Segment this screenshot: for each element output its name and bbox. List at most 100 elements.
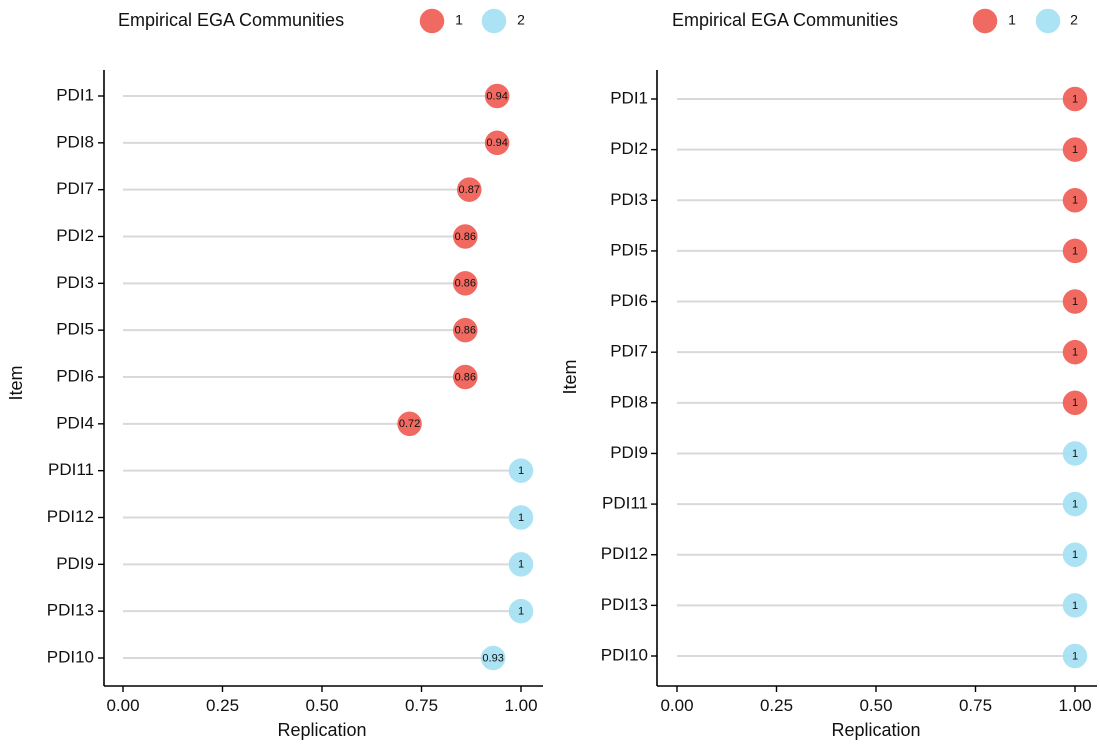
point-label: 1	[518, 465, 524, 477]
lollipop-point	[453, 317, 478, 343]
point-label: 0.94	[486, 137, 507, 149]
y-tick-label: PDI12	[601, 544, 648, 563]
y-tick-label: PDI2	[610, 139, 648, 158]
x-tick-label: 0.50	[305, 696, 338, 715]
point-label: 1	[1072, 397, 1078, 409]
y-tick-label: PDI8	[610, 392, 648, 411]
lollipop-point	[457, 177, 482, 202]
y-axis-title: Item	[6, 365, 26, 400]
y-tick-label: PDI8	[56, 132, 94, 151]
x-tick-label: 0.25	[760, 696, 793, 715]
y-tick-label: PDI13	[47, 601, 94, 620]
point-label: 1	[1072, 195, 1078, 207]
lollipop-point	[453, 364, 478, 390]
point-label: 0.86	[455, 325, 476, 337]
legend-title: Empirical EGA Communities	[118, 10, 344, 30]
legend-label-2: 2	[517, 12, 525, 28]
x-tick-label: 0.50	[859, 696, 892, 715]
y-tick-label: PDI7	[610, 342, 648, 361]
x-tick-label: 1.00	[504, 696, 537, 715]
y-tick-label: PDI3	[56, 273, 94, 292]
point-label: 1	[518, 512, 524, 524]
y-tick-label: PDI10	[601, 645, 648, 664]
lollipop-point	[1062, 188, 1088, 213]
point-label: 0.86	[455, 371, 476, 383]
point-label: 1	[1072, 549, 1078, 561]
point-label: 1	[518, 606, 524, 618]
point-label: 1	[1072, 498, 1078, 510]
lollipop-point	[1062, 643, 1088, 669]
point-label: 0.86	[455, 231, 476, 243]
lollipop-point	[508, 458, 534, 483]
lollipop-point	[1062, 339, 1088, 365]
y-tick-label: PDI6	[56, 366, 94, 385]
legend-title: Empirical EGA Communities	[672, 10, 898, 30]
point-label: 1	[1072, 650, 1078, 662]
lollipop-point	[1062, 593, 1088, 618]
point-label: 1	[518, 559, 524, 571]
point-label: 1	[1072, 347, 1078, 359]
y-tick-label: PDI6	[610, 291, 648, 310]
lollipop-point	[508, 552, 534, 577]
legend-label-2: 2	[1070, 12, 1078, 28]
x-axis-title: Replication	[831, 720, 920, 740]
lollipop-point	[1062, 441, 1088, 466]
legend: Empirical EGA Communities 1 2	[672, 8, 1078, 34]
point-label: 1	[1072, 144, 1078, 156]
point-label: 1	[1072, 600, 1078, 612]
point-label: 1	[1072, 296, 1078, 308]
x-tick-label: 0.75	[959, 696, 992, 715]
y-tick-label: PDI10	[47, 647, 94, 666]
point-label: 0.72	[399, 418, 420, 430]
y-tick-label: PDI5	[610, 240, 648, 259]
chart-panel-2: Empirical EGA Communities 1 2 0.00 0.25 0.50 0…	[560, 8, 1097, 740]
legend-label-1: 1	[1008, 12, 1016, 28]
x-tick-label: 0.00	[660, 696, 693, 715]
lollipop-point	[1062, 289, 1088, 314]
y-tick-label: PDI12	[47, 507, 94, 526]
point-label: 1	[1072, 448, 1078, 460]
lollipop-point	[1062, 238, 1088, 264]
lollipop-point	[508, 505, 534, 530]
point-label: 0.87	[459, 184, 480, 196]
point-label: 1	[1072, 245, 1078, 257]
lollipop-point	[1062, 86, 1088, 112]
lollipop-point	[453, 224, 478, 249]
y-tick-label: PDI4	[56, 413, 94, 432]
point-label: 0.93	[482, 652, 503, 664]
x-tick-label: 1.00	[1058, 696, 1091, 715]
y-tick-label: PDI5	[56, 320, 94, 339]
y-tick-label: PDI2	[56, 226, 94, 245]
point-label: 0.94	[486, 90, 507, 102]
y-tick-label: PDI3	[610, 190, 648, 209]
point-label: 1	[1072, 93, 1078, 105]
lollipop-point	[397, 411, 422, 437]
y-axis-title: Item	[560, 359, 580, 394]
y-tick-label: PDI1	[610, 88, 648, 107]
point-label: 0.86	[455, 278, 476, 290]
y-tick-label: PDI7	[56, 179, 94, 198]
legend-swatch-1	[972, 8, 998, 34]
y-tick-label: PDI11	[48, 460, 94, 479]
lollipop-point	[480, 645, 506, 671]
lollipop-point	[1062, 390, 1088, 416]
legend-swatch-2	[481, 8, 507, 34]
legend-swatch-2	[1035, 8, 1061, 34]
lollipop-point	[1062, 491, 1088, 517]
x-axis-title: Replication	[277, 720, 366, 740]
chart-panel-1: Empirical EGA Communities 1 2 0.00 0.25 0.50 0…	[6, 8, 543, 740]
legend-label-1: 1	[455, 12, 463, 28]
legend: Empirical EGA Communities 1 2	[118, 8, 525, 34]
lollipop-point	[508, 598, 534, 624]
x-tick-label: 0.00	[106, 696, 139, 715]
lollipop-point	[453, 271, 478, 296]
lollipop-point	[1062, 137, 1088, 162]
y-tick-label: PDI13	[601, 595, 648, 614]
lollipop-point	[1062, 542, 1088, 567]
y-tick-label: PDI9	[610, 443, 648, 462]
y-tick-label: PDI9	[56, 554, 94, 573]
lollipop-point	[484, 130, 510, 156]
legend-swatch-1	[419, 8, 445, 34]
